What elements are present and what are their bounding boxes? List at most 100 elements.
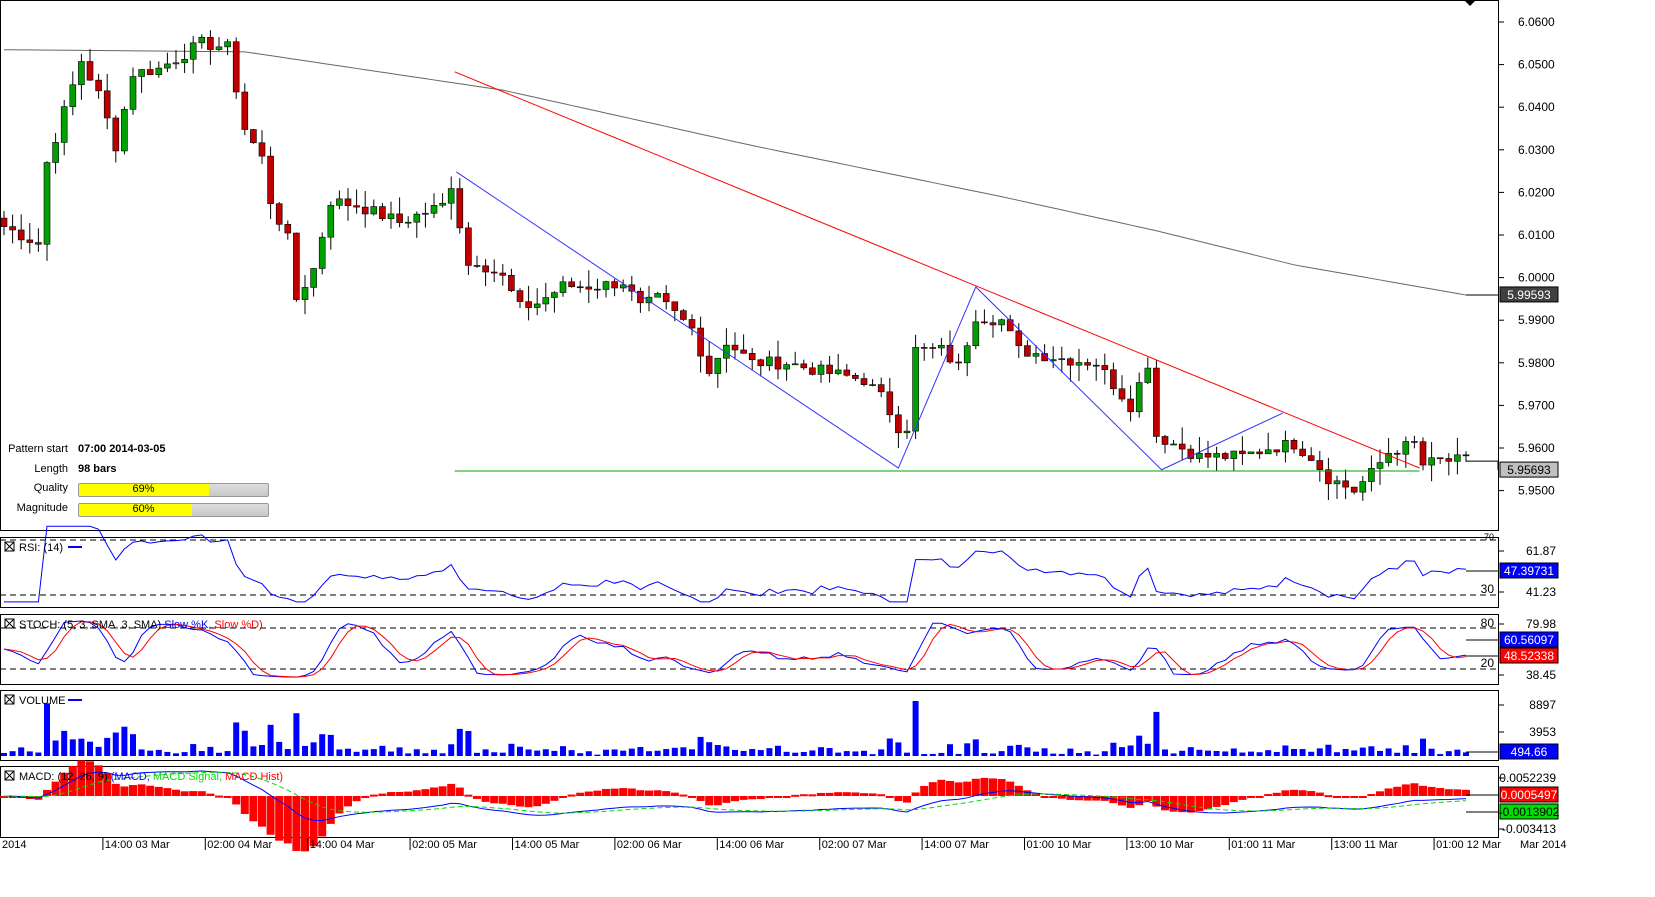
candle-body [1445,458,1453,462]
volume-bar [1256,752,1263,756]
macd-hist-bar [215,795,223,798]
volume-tick-label: 8897 [1529,698,1556,712]
macd-hist-bar [928,782,937,796]
volume-bar [1205,750,1211,756]
volume-bar [861,750,867,756]
candle-body [869,384,876,386]
price-tick-label: 6.0500 [1518,58,1555,72]
candle-body [748,353,756,361]
time-label: 01:00 10 Mar [1027,839,1092,851]
macd-hist-bar [395,791,404,796]
candle-body [1153,367,1160,437]
time-label: 02:00 07 Mar [822,839,887,851]
time-label: 14:00 05 Mar [515,839,580,851]
volume-bar [809,750,816,756]
macd-hist-bar [1315,792,1324,796]
volume-bar [1239,752,1246,756]
time-label: 01:00 12 Mar [1436,839,1501,851]
volume-bar [929,753,936,756]
candle-body [1144,367,1152,383]
volume-bar [1222,751,1229,756]
volume-bar [61,730,68,756]
volume-value-tag: 494.66 [1511,745,1548,759]
volume-bar [1213,751,1220,756]
quality-bar-fill [79,484,210,496]
candle-body [164,63,171,69]
macd-signal-value-tag: -0.0013902 [1499,805,1560,819]
volume-bar [396,747,403,756]
price-tick-label: 6.0400 [1518,100,1555,114]
macd-hist-bar [335,796,344,814]
candle-body [559,281,567,293]
volume-bar [525,749,532,756]
volume-bar [1084,751,1091,756]
macd-hist-bar [464,794,473,797]
volume-bar [112,732,119,756]
volume-bar [138,749,145,756]
macd-hist-bar [301,796,309,852]
volume-bar [895,742,902,756]
volume-bar [422,753,429,756]
candle-body [482,265,489,273]
macd-legend-macd: (MACD, [111,771,150,783]
macd-hist-bar [1083,796,1092,801]
macd-hist-bar [1436,787,1445,796]
macd-line [3,770,1467,821]
stoch-d-label: Slow %D) [211,619,262,631]
macd-hist-bar [1023,790,1032,796]
volume-bar [224,751,231,756]
volume-bar [1,752,7,756]
candle-body [318,236,326,269]
volume-bar [551,750,558,756]
time-label: 02:00 06 Mar [617,839,682,851]
volume-bar [654,750,661,756]
candle-body [396,213,403,223]
macd-hist-bar [0,796,8,798]
macd-hist-bar [731,796,739,802]
volume-bar [1282,745,1289,756]
price-tick-label: 6.0200 [1518,185,1555,199]
magnitude-row: Magnitude 60% [0,502,300,518]
candle-body [989,322,997,326]
volume-bar [276,741,283,756]
volume-bar [723,746,730,756]
time-label: 13:00 10 Mar [1129,839,1194,851]
candle-body [1419,441,1427,466]
volume-bar [18,747,25,756]
volume-bar [1308,751,1315,756]
macd-hist-bar [1281,790,1290,796]
candle-body [688,319,696,329]
candle-body [413,213,421,223]
macd-hist-bar [911,792,920,796]
candle-body [1393,452,1401,455]
candle-body [852,375,859,379]
volume-bar [353,751,360,756]
time-label-right: Mar 2014 [1520,839,1566,851]
candle-body [387,213,395,220]
macd-hist-bar [533,796,542,807]
macd-hist-bar [163,788,172,796]
time-label: 01:00 11 Mar [1231,839,1295,851]
moving-average-line [3,49,1467,296]
candle-body [508,274,515,291]
candle-body [1247,451,1255,455]
volume-bar [542,749,549,756]
macd-hist-bar [825,792,834,796]
last-price-leader [1466,460,1499,471]
volume-bar [766,748,773,756]
candle-body [121,109,128,152]
candle-body [1110,369,1117,390]
volume-title: VOLUME [19,695,65,707]
macd-hist-bar [1143,796,1152,802]
candle-body [1221,453,1229,459]
candle-body [155,67,163,75]
macd-hist-bar [1384,788,1393,796]
candle-body [103,90,111,119]
panel-frame-3 [0,690,1499,761]
macd-legend-hist: MACD Hist) [222,771,283,783]
rsi-line [4,525,1467,603]
length-row: Length 98 bars [0,463,300,479]
candle-body [611,281,618,289]
quality-row: Quality 69% [0,482,300,498]
